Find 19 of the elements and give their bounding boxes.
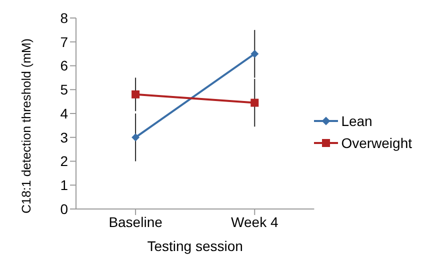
legend-label: Lean — [341, 113, 372, 129]
y-axis-title: C18:1 detection threshold (mM) — [19, 38, 34, 214]
point — [250, 50, 259, 58]
x-tick-label: Week 4 — [231, 214, 278, 230]
x-axis-title: Testing session — [147, 238, 243, 254]
y-tick-label: 4 — [60, 105, 68, 122]
y-tick-label: 0 — [60, 200, 68, 217]
y-tick-label: 3 — [60, 129, 68, 146]
y-tick-label: 6 — [60, 58, 68, 74]
point — [250, 98, 259, 107]
point — [132, 90, 140, 98]
x-tick-label: Baseline — [108, 214, 163, 230]
legend-label: Overweight — [341, 135, 412, 151]
y-tick-label: 5 — [60, 82, 68, 98]
y-tick-label: 1 — [60, 177, 68, 194]
y-tick-label: 8 — [60, 10, 68, 26]
y-tick-label: 2 — [60, 153, 68, 170]
y-tick-label: 7 — [60, 34, 68, 50]
point — [132, 133, 140, 142]
